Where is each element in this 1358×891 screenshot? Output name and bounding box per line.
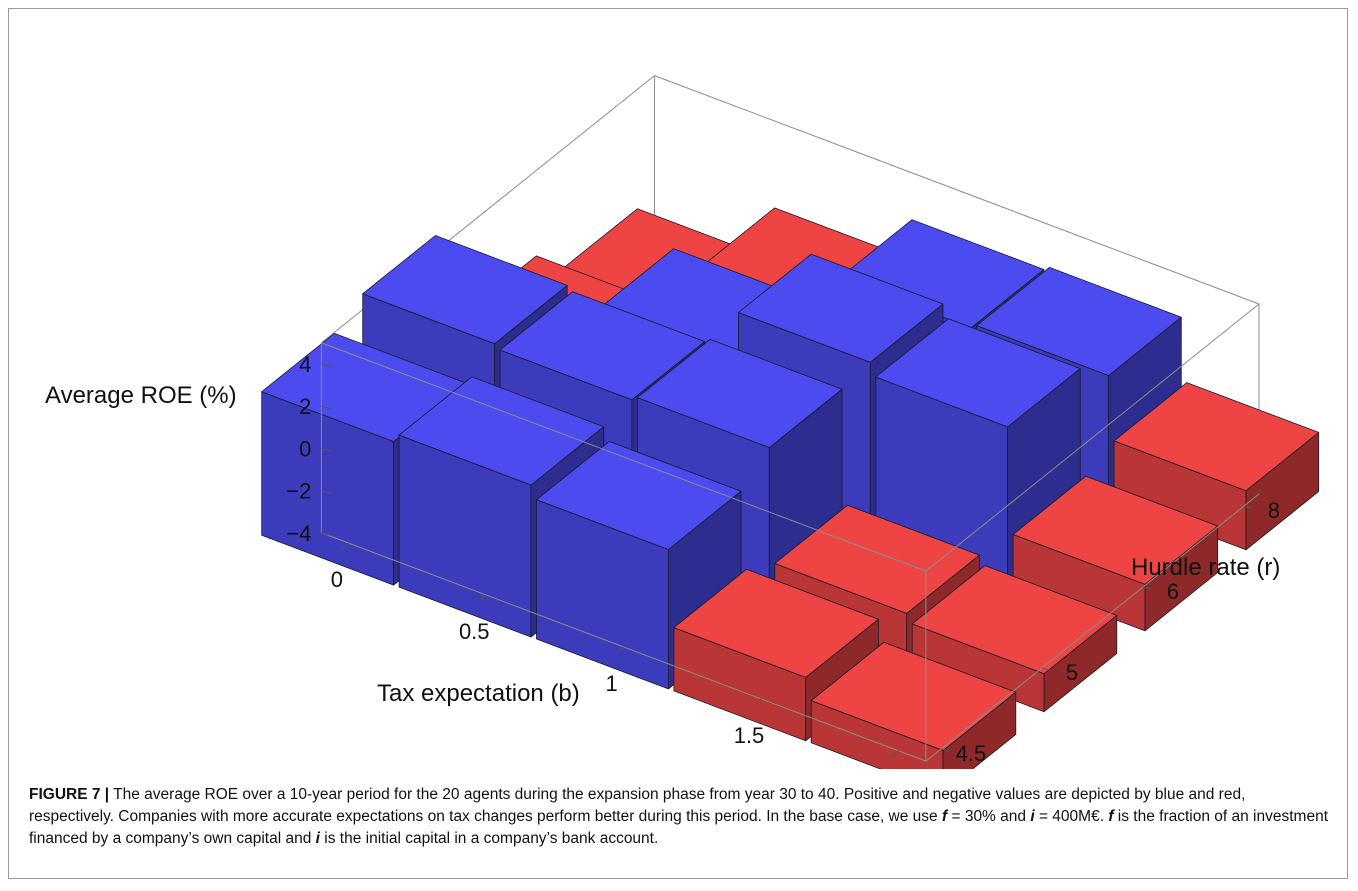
figure-caption: FIGURE 7 | The average ROE over a 10-yea… [29,784,1329,850]
caption-var-i: i [1030,808,1035,825]
y-tick-label: 6 [1167,579,1179,604]
caption-text-4: is the fraction of an investment finance… [29,808,1329,847]
caption-text-1: The average ROE over a 10-year period fo… [29,786,1246,825]
z-tick-mark-1 [321,405,332,410]
z-axis-label: Average ROE (%) [45,382,237,409]
z-tick-mark-2 [321,447,332,452]
box-edge-right-top [925,303,1260,572]
z-tick-label: 2 [299,394,311,419]
x-axis-label: Tax expectation (b) [377,680,580,707]
z-tick-mark-3 [321,490,332,495]
x-tick-label: 1.5 [734,723,765,748]
y-tick-label: 5 [1066,660,1078,685]
caption-text-2: = 30% and [947,808,1031,825]
caption-var-f: f [941,808,948,825]
bar-b2-r5 [911,565,1118,713]
bar-face-top [1012,475,1219,585]
z-tick-mark-4 [321,532,332,537]
bar-face-top [637,338,843,448]
bar-face-top [911,565,1118,675]
bar-b2-r6 [1012,475,1219,632]
caption-var-f2: f [1108,808,1114,825]
bar-face-top [398,376,605,486]
x-tick-label: 0 [331,567,343,592]
x-tick-mark-1 [479,594,487,602]
y-tick-label: 8 [1268,498,1280,523]
bar-face-top [774,504,980,614]
y-tick-mark-3 [1243,505,1252,509]
y-axis-label: Hurdle rate (r) [1131,554,1280,581]
bar-face-top [1113,382,1320,492]
y-tick-mark-2 [1142,586,1152,590]
x-tick-mark-0 [342,542,350,550]
box-edge-front-top [321,342,927,572]
x-tick-label: 0.5 [459,619,490,644]
caption-text-5: is the initial capital in a company’s ba… [319,830,659,847]
x-tick-mark-3 [754,698,762,706]
z-tick-label: −4 [286,521,311,546]
bars [261,207,1320,769]
caption-text-3: = 400M€. [1034,808,1109,825]
figure-label: FIGURE 7 | [29,786,110,803]
x-tick-mark-2 [617,646,624,654]
bar-face-top [499,291,705,401]
bar-face-top [536,440,742,550]
y-tick-mark-1 [1041,667,1051,671]
bar-face-top [362,235,568,345]
z-tick-label: −2 [286,479,311,504]
x-tick-label: 1 [605,671,617,696]
z-tick-label: 0 [299,436,311,461]
y-tick-label: 4.5 [956,741,987,766]
box-edge-back-top [654,75,1260,305]
bar-b2-r8 [1113,382,1320,551]
bar-face-top [875,318,1081,428]
box-edge-right-floor [925,493,1260,762]
bar-face-top [810,641,1017,751]
bar-b2-r4.5 [810,641,1017,769]
x-tick-mark-4 [892,750,899,758]
bar-face-top [673,568,879,678]
y-tick-mark-0 [940,748,950,752]
z-tick-mark-0 [321,363,332,368]
z-tick-label: 4 [299,352,311,377]
caption-var-i2: i [315,830,320,847]
bar-face-top [738,253,944,363]
bar-face-top [976,266,1182,376]
